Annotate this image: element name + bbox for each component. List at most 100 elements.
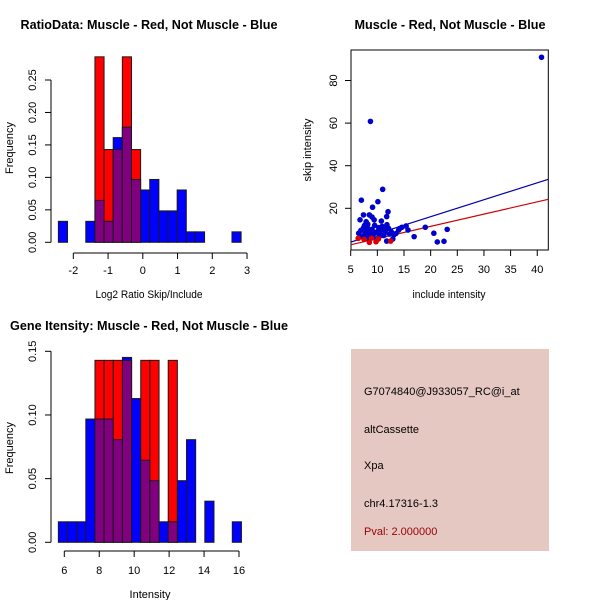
x-tick-label: 14: [198, 565, 210, 577]
info-panel: G7074840@J933057_RC@i_at altCassette Xpa…: [351, 349, 549, 551]
ratio-histogram-y-label: Frequency: [4, 122, 16, 174]
y-tick-label: 80: [328, 74, 340, 86]
not-muscle-bar: [204, 500, 215, 543]
not-muscle-bar: [85, 220, 96, 243]
not-muscle-point: [422, 224, 429, 231]
ratio-histogram-axes: -2 -1 0 1 2 3 0.00 0.05 0.10 0.15 0.20 0.25: [27, 69, 250, 277]
not-muscle-bar-overlap: [103, 418, 114, 543]
x-tick-label: 5: [348, 264, 354, 276]
not-muscle-bar: [185, 231, 196, 243]
not-muscle-point: [369, 204, 376, 211]
not-muscle-bar: [140, 189, 151, 243]
intensity-histogram-title: Gene Itensity: Muscle - Red, Not Muscle …: [10, 319, 288, 333]
intensity-histogram-bars: [57, 356, 242, 543]
y-tick-label: 0.10: [27, 167, 39, 188]
not-muscle-point: [396, 225, 403, 232]
not-muscle-point: [371, 222, 378, 229]
scatter-title: Muscle - Red, Not Muscle - Blue: [355, 18, 546, 32]
muscle-point: [355, 235, 361, 242]
y-tick-label: 0.10: [27, 404, 39, 425]
not-muscle-point: [538, 54, 545, 61]
not-muscle-bar: [176, 189, 187, 243]
not-muscle-bar: [158, 521, 169, 543]
not-muscle-point: [384, 221, 390, 228]
not-muscle-point: [444, 226, 450, 233]
scatter-y-label: skip intensity: [302, 118, 314, 181]
not-muscle-point: [385, 208, 391, 215]
x-tick-label: 16: [233, 565, 245, 577]
not-muscle-point: [405, 227, 411, 233]
x-tick-label: 0: [140, 265, 146, 277]
x-tick-label: 25: [451, 264, 463, 276]
x-tick-label: 15: [398, 264, 410, 276]
x-tick-label: 20: [425, 264, 437, 276]
x-tick-label: 10: [371, 264, 383, 276]
intensity-histogram: Gene Itensity: Muscle - Red, Not Muscle …: [4, 319, 288, 600]
muscle-point: [375, 236, 382, 242]
not-muscle-point: [378, 218, 385, 224]
not-muscle-point: [393, 230, 399, 237]
muscle-point: [361, 236, 367, 243]
not-muscle-bar: [131, 398, 142, 543]
not-muscle-bar-overlap: [94, 199, 105, 243]
y-tick-label: 0.05: [27, 468, 39, 489]
not-muscle-bar: [67, 521, 78, 543]
not-muscle-bar: [231, 231, 242, 243]
not-muscle-bar: [158, 210, 169, 243]
x-tick-label: -2: [68, 265, 78, 277]
muscle-bar: [167, 359, 178, 543]
not-muscle-point: [383, 238, 390, 244]
not-muscle-bar: [57, 521, 69, 543]
muscle-bar-overlap: [121, 359, 133, 543]
intensity-scatter: Muscle - Red, Not Muscle - Blue 5 10 15 20 2…: [302, 18, 549, 301]
muscle-point: [366, 239, 373, 246]
ratio-histogram-bars: [57, 56, 242, 243]
not-muscle-point: [367, 118, 374, 125]
not-muscle-bar: [231, 521, 242, 543]
not-muscle-point: [434, 239, 441, 245]
pval-text: Pval: 2.000000: [364, 526, 438, 538]
not-muscle-point: [386, 231, 393, 237]
not-muscle-bar-overlap: [112, 439, 123, 543]
muscle-point: [387, 238, 394, 244]
not-muscle-point: [360, 212, 367, 218]
y-tick-label: 0.25: [27, 69, 39, 90]
not-muscle-bar: [85, 418, 96, 543]
not-muscle-point: [431, 230, 437, 237]
not-muscle-bar-overlap: [130, 178, 142, 243]
not-muscle-bar: [149, 178, 160, 243]
x-tick-label: 35: [504, 264, 516, 276]
not-muscle-point: [380, 232, 387, 239]
x-tick-label: -1: [103, 265, 113, 277]
not-muscle-bar: [57, 220, 69, 243]
not-muscle-point: [358, 227, 364, 234]
not-muscle-bar-overlap: [149, 480, 160, 543]
muscle-point: [368, 235, 375, 241]
scatter-axes: 5 10 15 20 25 30 35 40 20 40 60 80: [328, 74, 543, 276]
ratio-histogram: RatioData: Muscle - Red, Not Muscle - Bl…: [4, 18, 278, 301]
not-muscle-point: [411, 233, 417, 240]
x-tick-label: 8: [96, 565, 102, 577]
x-tick-label: 10: [128, 565, 140, 577]
ratio-histogram-title: RatioData: Muscle - Red, Not Muscle - Bl…: [21, 18, 278, 32]
x-tick-label: 40: [531, 264, 543, 276]
not-muscle-bar-overlap: [121, 126, 132, 243]
y-tick-label: 60: [328, 117, 340, 129]
not-muscle-bar: [76, 521, 87, 543]
not-muscle-bar: [176, 480, 188, 543]
not-muscle-bar-overlap: [140, 459, 151, 543]
intensity-histogram-y-label: Frequency: [4, 422, 16, 474]
not-muscle-bar: [194, 231, 206, 243]
not-muscle-bar: [167, 210, 178, 243]
not-muscle-bar: [186, 439, 197, 543]
x-tick-label: 1: [174, 265, 180, 277]
event-type-text: altCassette: [364, 424, 420, 436]
not-muscle-point: [379, 186, 386, 193]
scatter-points: [355, 54, 545, 246]
muscle-bar-overlap: [112, 149, 123, 243]
y-tick-label: 0.15: [27, 134, 39, 155]
not-muscle-point: [371, 217, 377, 223]
x-tick-label: 12: [163, 565, 175, 577]
